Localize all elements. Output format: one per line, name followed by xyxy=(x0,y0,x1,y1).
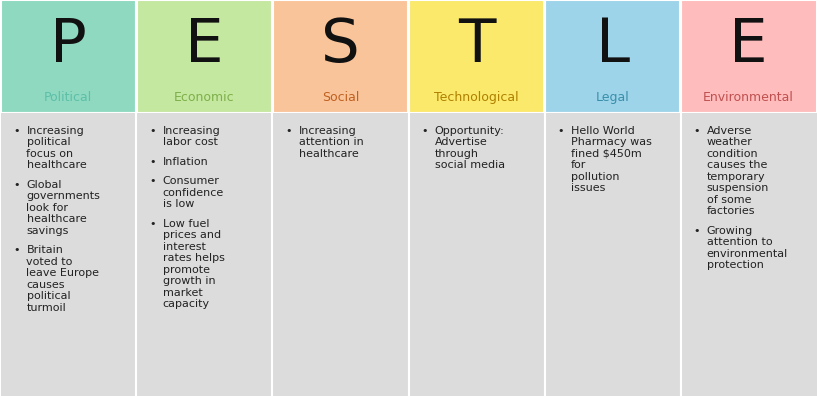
Text: turmoil: turmoil xyxy=(26,303,66,313)
Text: protection: protection xyxy=(707,260,764,270)
Text: fined $450m: fined $450m xyxy=(571,149,641,159)
Text: look for: look for xyxy=(26,203,69,213)
Text: •: • xyxy=(13,126,20,136)
Text: for: for xyxy=(571,160,586,170)
Text: Adverse: Adverse xyxy=(707,126,752,136)
Text: Legal: Legal xyxy=(596,91,629,104)
FancyBboxPatch shape xyxy=(408,0,544,113)
Text: causes: causes xyxy=(26,280,65,290)
Text: confidence: confidence xyxy=(163,188,224,198)
Text: •: • xyxy=(150,176,156,187)
Text: political: political xyxy=(26,137,70,147)
Text: is low: is low xyxy=(163,199,194,209)
Text: •: • xyxy=(694,226,700,236)
Text: prices and: prices and xyxy=(163,230,221,240)
FancyBboxPatch shape xyxy=(136,113,272,396)
Text: S: S xyxy=(321,16,359,74)
Text: weather: weather xyxy=(707,137,752,147)
Text: E: E xyxy=(730,16,768,74)
FancyBboxPatch shape xyxy=(545,113,681,396)
FancyBboxPatch shape xyxy=(1,0,136,113)
Text: environmental: environmental xyxy=(707,249,788,259)
Text: healthcare: healthcare xyxy=(299,149,359,159)
Text: factories: factories xyxy=(707,206,756,216)
Text: promote: promote xyxy=(163,265,210,275)
Text: Global: Global xyxy=(26,180,62,190)
Text: capacity: capacity xyxy=(163,299,210,309)
FancyBboxPatch shape xyxy=(408,113,544,396)
FancyBboxPatch shape xyxy=(545,0,681,113)
Text: rates helps: rates helps xyxy=(163,253,225,263)
Text: pollution: pollution xyxy=(571,172,619,182)
FancyBboxPatch shape xyxy=(681,113,816,396)
Text: •: • xyxy=(150,157,156,167)
Text: Increasing: Increasing xyxy=(299,126,356,136)
Text: E: E xyxy=(185,16,224,74)
Text: •: • xyxy=(694,126,700,136)
FancyBboxPatch shape xyxy=(681,0,816,113)
Text: healthcare: healthcare xyxy=(26,214,87,225)
Text: social media: social media xyxy=(435,160,505,170)
FancyBboxPatch shape xyxy=(1,113,136,396)
Text: causes the: causes the xyxy=(707,160,767,170)
Text: growth in: growth in xyxy=(163,276,215,286)
Text: Hello World: Hello World xyxy=(571,126,635,136)
Text: savings: savings xyxy=(26,226,69,236)
Text: L: L xyxy=(596,16,630,74)
Text: governments: governments xyxy=(26,191,100,201)
Text: healthcare: healthcare xyxy=(26,160,87,170)
Text: •: • xyxy=(150,126,156,136)
Text: •: • xyxy=(13,246,20,255)
Text: •: • xyxy=(557,126,564,136)
Text: Economic: Economic xyxy=(174,91,234,104)
Text: P: P xyxy=(50,16,87,74)
Text: condition: condition xyxy=(707,149,758,159)
FancyBboxPatch shape xyxy=(273,0,408,113)
Text: Consumer: Consumer xyxy=(163,176,220,187)
Text: Britain: Britain xyxy=(26,246,64,255)
Text: Environmental: Environmental xyxy=(703,91,794,104)
FancyBboxPatch shape xyxy=(136,0,272,113)
Text: of some: of some xyxy=(707,195,752,205)
Text: Social: Social xyxy=(322,91,359,104)
Text: Increasing: Increasing xyxy=(26,126,84,136)
Text: leave Europe: leave Europe xyxy=(26,268,100,278)
Text: attention to: attention to xyxy=(707,237,772,248)
Text: Pharmacy was: Pharmacy was xyxy=(571,137,652,147)
Text: focus on: focus on xyxy=(26,149,74,159)
Text: Growing: Growing xyxy=(707,226,753,236)
Text: Political: Political xyxy=(44,91,92,104)
Text: market: market xyxy=(163,288,203,298)
Text: Technological: Technological xyxy=(434,91,519,104)
Text: through: through xyxy=(435,149,479,159)
Text: voted to: voted to xyxy=(26,257,73,267)
Text: Advertise: Advertise xyxy=(435,137,488,147)
Text: •: • xyxy=(13,180,20,190)
Text: temporary: temporary xyxy=(707,172,766,182)
Text: issues: issues xyxy=(571,183,605,193)
Text: T: T xyxy=(458,16,495,74)
FancyBboxPatch shape xyxy=(273,113,408,396)
Text: suspension: suspension xyxy=(707,183,770,193)
Text: political: political xyxy=(26,291,70,301)
Text: Opportunity:: Opportunity: xyxy=(435,126,504,136)
Text: •: • xyxy=(150,219,156,229)
Text: Inflation: Inflation xyxy=(163,157,208,167)
Text: •: • xyxy=(422,126,428,136)
Text: Low fuel: Low fuel xyxy=(163,219,209,229)
Text: interest: interest xyxy=(163,242,205,252)
Text: attention in: attention in xyxy=(299,137,364,147)
Text: •: • xyxy=(285,126,292,136)
Text: Increasing: Increasing xyxy=(163,126,221,136)
Text: labor cost: labor cost xyxy=(163,137,217,147)
